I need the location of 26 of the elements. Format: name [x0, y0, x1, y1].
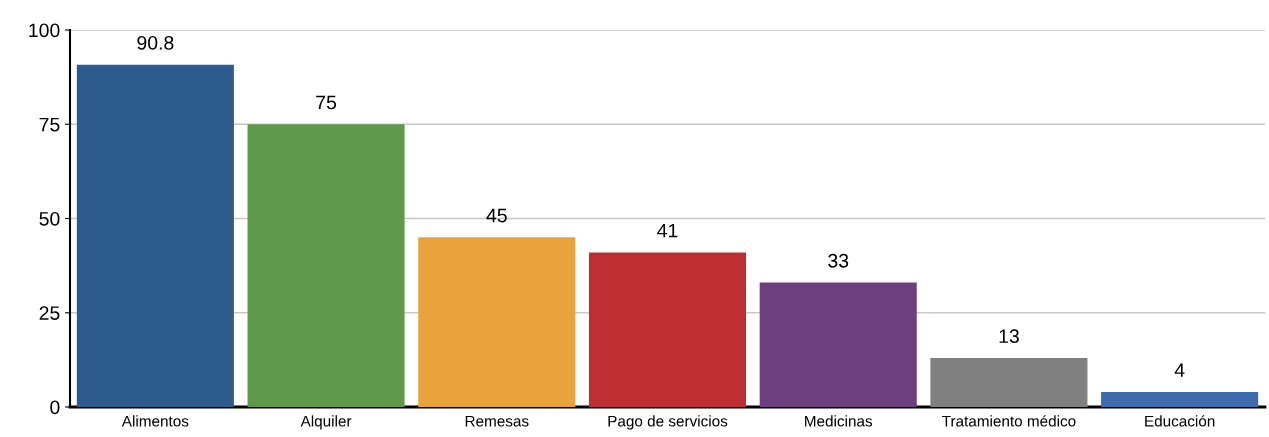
data-label: 75: [316, 95, 337, 110]
data-label: 45: [486, 208, 507, 223]
y-tick-label: 25: [39, 306, 60, 320]
data-label: 41: [657, 223, 678, 238]
x-tick-label: Alimentos: [121, 415, 189, 427]
bar: [76, 64, 234, 407]
bar: [418, 237, 576, 407]
bar: [759, 282, 917, 407]
data-label: 33: [828, 253, 849, 268]
data-label: 90.8: [137, 35, 174, 50]
x-tick-label: Pago de servicios: [608, 415, 728, 430]
x-tick-label: Tratamiento médico: [942, 415, 1076, 427]
bar: [1101, 391, 1259, 407]
bar: [588, 252, 747, 407]
x-tick-label: Remesas: [465, 415, 529, 427]
y-tick-label: 75: [39, 117, 60, 132]
y-tick-label: 50: [39, 211, 60, 226]
data-label: 4: [1174, 363, 1185, 377]
y-tick-label: 100: [29, 23, 60, 38]
bar: [247, 124, 405, 407]
x-tick-label: Alquiler: [300, 415, 352, 430]
bar: [930, 357, 1088, 407]
y-tick-label: 0: [50, 400, 60, 415]
x-tick-label: Medicinas: [805, 415, 873, 427]
data-label: 13: [999, 329, 1019, 344]
x-tick-label: Educación: [1145, 415, 1215, 427]
